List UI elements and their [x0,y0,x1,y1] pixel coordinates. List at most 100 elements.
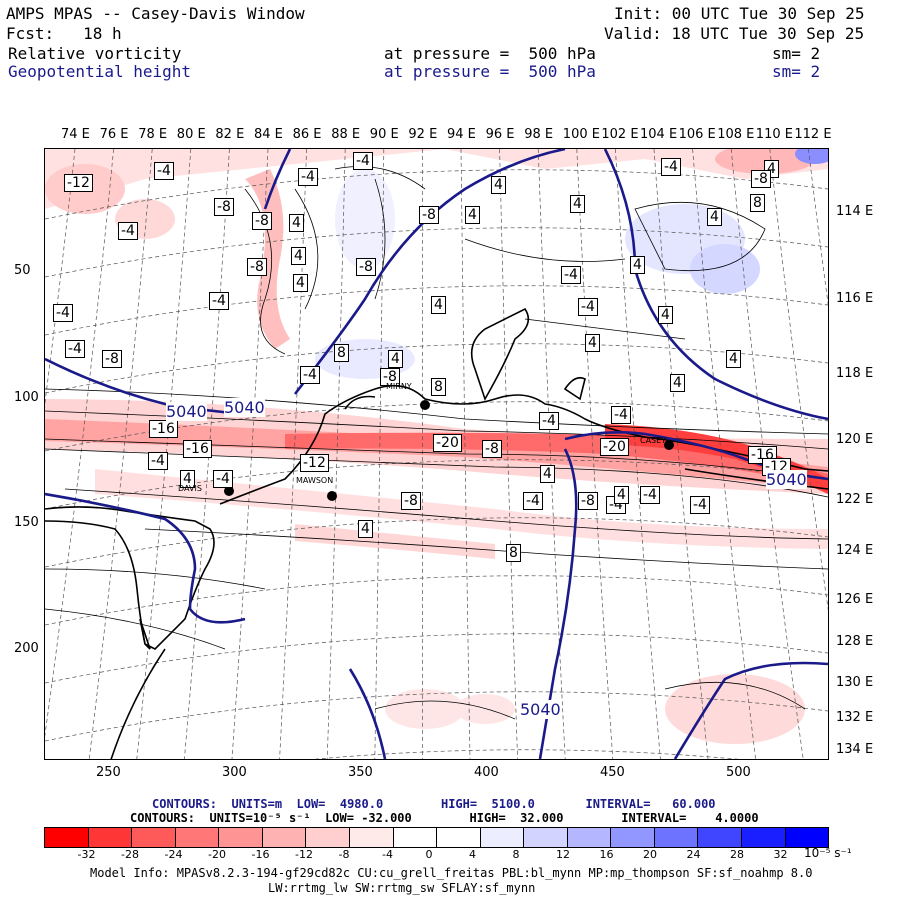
longitude-line [653,149,709,759]
colorbar-swatch [262,828,307,847]
model-info-line2: LW:rrtmg_lw SW:rrtmg_sw SFLAY:sf_mynn [268,881,536,895]
vorticity-label: -4 [148,452,168,470]
vorticity-label: -4 [523,492,543,510]
field2-smoothing: sm= 2 [772,62,821,81]
top-longitude-label: 80 E [176,127,206,142]
top-longitude-label: 100 E [562,127,600,142]
top-longitude-label: 102 E [601,127,639,142]
right-longitude-label: 114 E [836,204,874,219]
colorbar-label: 0 [425,848,433,861]
longitude-line [136,149,192,759]
left-gridpoint-label: 200 [14,641,39,656]
left-gridpoint-label: 100 [14,390,39,405]
station-markers [224,400,674,501]
station-davis-dot [224,486,234,496]
bottom-gridpoint-label: 500 [726,765,751,780]
field1-smoothing: sm= 2 [772,44,821,63]
field2-level: at pressure = 500 hPa [384,62,596,81]
right-longitude-label: 132 E [836,710,874,725]
vorticity-label: 4 [570,195,585,213]
bottom-gridpoint-label: 450 [600,765,625,780]
vorticity-label: -8 [102,350,122,368]
vorticity-label: -8 [356,258,376,276]
vorticity-label: -4 [53,304,73,322]
bottom-gridpoint-label: 300 [222,765,247,780]
vorticity-label: 4 [491,176,506,194]
vorticity-label: 4 [388,350,403,368]
top-longitude-label: 90 E [369,127,399,142]
vorticity-label: -4 [539,412,559,430]
vorticity-label: -4 [209,292,229,310]
height-contour-label: 5040 [520,700,561,719]
station-label: MIRNY [386,382,412,391]
longitude-line [537,149,566,759]
height-contour-label: 5040 [766,470,807,489]
right-longitude-label: 116 E [836,291,874,306]
longitude-line [45,149,76,405]
latitude-line [45,575,828,626]
longitude-line [374,149,385,759]
longitude-line [231,149,269,759]
vorticity-contour-info: CONTOURS: UNITS=10⁻⁵ s⁻¹ LOW= -32.000 HI… [130,811,759,825]
top-longitude-label: 108 E [717,127,755,142]
longitude-line [808,149,828,306]
vorticity-label: 4 [670,374,685,392]
colorbar-label: 4 [469,848,476,861]
vorticity-label: 4 [707,208,722,226]
latitude-line [45,691,828,742]
longitude-line [615,149,661,759]
longitude-line [45,149,114,738]
vorticity-label: -12 [300,454,329,472]
latitude-line [45,459,828,510]
longitude-line [576,149,614,759]
top-longitude-label: 86 E [292,127,322,142]
vorticity-label: -4 [611,406,631,424]
vorticity-label: 4 [291,247,306,265]
right-longitude-label: 126 E [836,592,874,607]
colorbar-swatch [306,828,350,847]
top-longitude-label: 78 E [138,127,168,142]
vorticity-label: 8 [431,378,446,396]
left-gridpoint-label: 150 [14,515,39,530]
vorticity-label: -4 [213,470,233,488]
vorticity-label: 4 [289,214,304,232]
colorbar-units: 10⁻⁵ s⁻¹ [804,846,852,860]
colorbar-swatch [567,828,612,847]
vorticity-label: 4 [180,470,195,488]
latitude-line [45,517,828,568]
colorbar [44,827,829,848]
top-longitude-label: 74 E [61,127,90,142]
vorticity-label: 4 [630,256,645,274]
field2-name: Geopotential height [8,62,192,81]
vorticity-label: 8 [334,344,349,362]
colorbar-swatch [742,828,786,847]
vorticity-label: 4 [431,296,446,314]
colorbar-swatch [437,828,481,847]
longitude-line [460,149,471,759]
colorbar-label: 28 [730,848,744,861]
colorbar-swatch [88,828,133,847]
station-label: MAWSON [296,476,334,485]
vorticity-label: 8 [506,544,521,562]
vorticity-label: -4 [118,222,138,240]
colorbar-label: -4 [382,848,393,861]
vorticity-label: -8 [482,440,502,458]
vorticity-label: -8 [578,492,598,510]
top-longitude-label: 84 E [254,127,283,142]
longitude-line [769,149,828,611]
colorbar-label: -24 [164,848,183,861]
station-mawson-dot [420,400,430,410]
colorbar-swatch [349,828,394,847]
colorbar-label: -12 [295,848,313,861]
vorticity-label: 4 [614,486,629,504]
right-longitude-label: 134 E [836,742,874,757]
vorticity-label: 4 [658,306,673,324]
right-longitude-label: 130 E [836,675,874,690]
vorticity-label: 4 [726,350,741,368]
figure-title: AMPS MPAS -- Casey-Davis Window [6,4,305,23]
right-longitude-label: 122 E [836,492,874,507]
colorbar-label: -32 [77,848,96,861]
vorticity-label: -12 [64,174,93,192]
colorbar-swatch [480,828,525,847]
top-longitude-label: 88 E [331,127,361,142]
